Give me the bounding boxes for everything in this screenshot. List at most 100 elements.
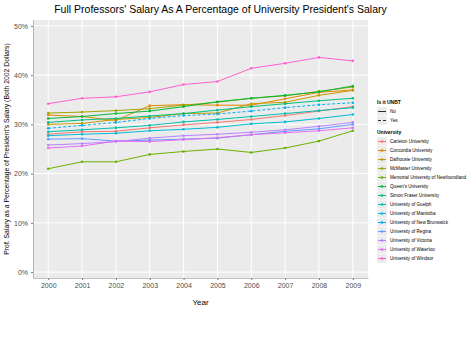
legend-line xyxy=(378,231,386,232)
legend-key xyxy=(377,146,387,155)
grid-line xyxy=(82,20,83,278)
series-point xyxy=(148,117,151,120)
grid-line xyxy=(33,272,368,273)
series-point xyxy=(318,125,321,128)
series-point xyxy=(284,128,287,131)
legend-marker xyxy=(381,140,384,143)
legend-marker xyxy=(381,239,384,242)
legend-key xyxy=(377,173,387,182)
legend-title: Is it UNBT xyxy=(377,99,401,105)
series-point xyxy=(182,83,185,86)
tick-mark xyxy=(116,278,117,280)
series-point xyxy=(216,137,219,140)
tick-label: 0% xyxy=(18,269,28,276)
series-line xyxy=(48,57,353,103)
tick-label: 40% xyxy=(14,72,28,79)
series-point xyxy=(81,119,84,122)
series-point xyxy=(81,124,84,127)
legend-line xyxy=(378,177,386,178)
tick-label: 2002 xyxy=(109,282,125,289)
grid-line xyxy=(251,20,252,278)
legend-marker xyxy=(381,221,384,224)
legend-line xyxy=(378,195,386,196)
series-point xyxy=(284,94,287,97)
series-point xyxy=(148,129,151,132)
legend-line xyxy=(378,222,386,223)
series-point xyxy=(318,91,321,94)
legend-label: Simon Fraser University xyxy=(390,193,440,198)
x-tick: 2001 xyxy=(75,278,91,289)
series-point xyxy=(115,140,118,143)
series-point xyxy=(81,111,84,114)
series-point xyxy=(351,129,354,132)
series-point xyxy=(115,118,118,121)
series-point xyxy=(351,113,354,116)
tick-mark xyxy=(31,75,33,76)
x-axis: 2000200120022003200420052006200720082009 xyxy=(34,278,369,289)
legend-key xyxy=(377,137,387,146)
series-point xyxy=(47,112,50,115)
legend-marker xyxy=(381,257,384,260)
tick-mark xyxy=(31,223,33,224)
series-point xyxy=(182,121,185,124)
legend-label: Concordia University xyxy=(390,148,433,153)
series-point xyxy=(351,106,354,109)
series-point xyxy=(182,105,185,108)
legend-line xyxy=(378,240,386,241)
x-tick: 2002 xyxy=(109,278,125,289)
legend-marker xyxy=(381,176,384,179)
legend-marker xyxy=(381,248,384,251)
legend-marker xyxy=(381,212,384,215)
tick-label: 2007 xyxy=(278,282,294,289)
series-point xyxy=(47,147,50,150)
legend-key xyxy=(377,209,387,218)
series-point xyxy=(115,132,118,135)
series-point xyxy=(148,110,151,113)
series-point xyxy=(47,138,50,141)
series-point xyxy=(216,101,219,104)
legend-line xyxy=(378,141,386,142)
y-tick: 20% xyxy=(14,170,33,177)
tick-label: 2009 xyxy=(345,282,361,289)
tick-label: 30% xyxy=(14,121,28,128)
series-point xyxy=(148,91,151,94)
series-point xyxy=(351,60,354,63)
series-point xyxy=(250,118,253,121)
x-tick: 2004 xyxy=(176,278,192,289)
legend-label: University of Windsor xyxy=(390,256,434,261)
tick-label: 50% xyxy=(14,23,28,30)
legend-key xyxy=(377,155,387,164)
tick-label: 2008 xyxy=(312,282,328,289)
legend-key xyxy=(377,245,387,254)
series-point xyxy=(318,99,321,102)
series-point xyxy=(351,89,354,92)
series-point xyxy=(115,127,118,130)
legend-label: University of Victoria xyxy=(390,238,432,243)
legend: Is it UNBTNoYesUniversityCarleton Univer… xyxy=(377,99,467,263)
tick-label: 10% xyxy=(14,220,28,227)
legend-line xyxy=(378,120,386,121)
series-point xyxy=(47,167,50,170)
legend-line xyxy=(378,213,386,214)
series-point xyxy=(284,62,287,65)
plot-background xyxy=(33,20,368,278)
tick-label: 2006 xyxy=(244,282,260,289)
series-point xyxy=(250,110,253,113)
x-tick: 2006 xyxy=(244,278,260,289)
series-point xyxy=(351,105,354,108)
legend-marker xyxy=(381,230,384,233)
legend-label: Carleton University xyxy=(390,139,430,144)
series-point xyxy=(284,121,287,124)
legend-key xyxy=(377,182,387,191)
x-axis-line xyxy=(34,278,369,279)
tick-mark xyxy=(48,278,49,280)
series-point xyxy=(47,134,50,137)
series-point xyxy=(81,115,84,118)
y-axis-title: Prof. Salary as a Percentage of Presiden… xyxy=(3,43,11,254)
series-point xyxy=(284,131,287,134)
legend-marker xyxy=(381,149,384,152)
x-tick: 2009 xyxy=(345,278,361,289)
tick-label: 2003 xyxy=(142,282,158,289)
series-group xyxy=(47,56,354,170)
series-point xyxy=(284,147,287,150)
